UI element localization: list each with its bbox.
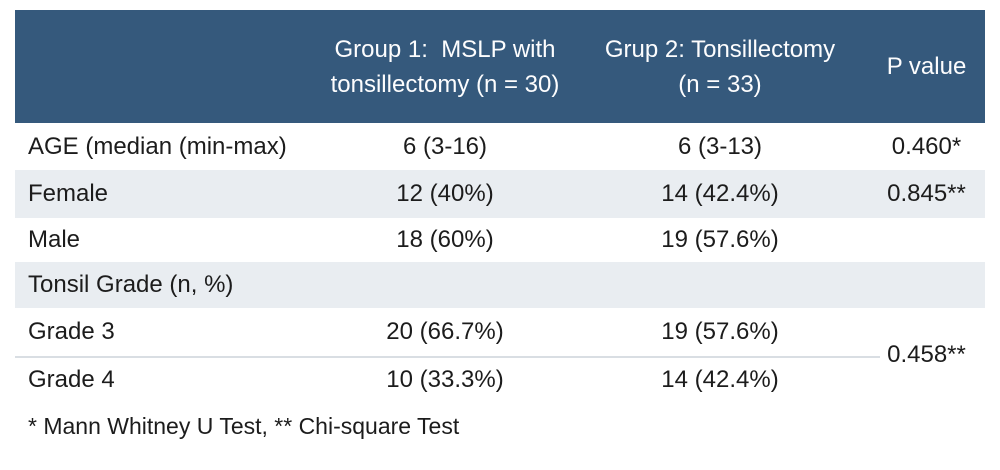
row-label: Female bbox=[15, 170, 330, 218]
table-row-female: Female 12 (40%) 14 (42.4%) 0.845** bbox=[15, 170, 985, 218]
header-group2: Grup 2: Tonsillectomy (n = 33) bbox=[560, 10, 880, 123]
group2-value: 14 (42.4%) bbox=[560, 170, 880, 218]
group2-value: 14 (42.4%) bbox=[560, 356, 880, 402]
group2-value: 19 (57.6%) bbox=[560, 218, 880, 262]
p-value-merged: 0.458** bbox=[880, 308, 985, 402]
header-pvalue: P value bbox=[880, 10, 985, 123]
row-label: Grade 3 bbox=[15, 308, 330, 357]
group1-value: 10 (33.3%) bbox=[330, 356, 560, 402]
header-empty-cell bbox=[15, 10, 330, 123]
p-value: 0.845** bbox=[880, 170, 985, 218]
p-value bbox=[880, 218, 985, 262]
table-body: AGE (median (min-max) 6 (3-16) 6 (3-13) … bbox=[15, 123, 985, 402]
group1-value: 18 (60%) bbox=[330, 218, 560, 262]
group1-value: 6 (3-16) bbox=[330, 123, 560, 170]
results-table-container: Group 1: MSLP with tonsillectomy (n = 30… bbox=[15, 10, 985, 402]
p-value: 0.460* bbox=[880, 123, 985, 170]
table-row-tonsil-grade: Tonsil Grade (n, %) bbox=[15, 262, 985, 308]
results-table: Group 1: MSLP with tonsillectomy (n = 30… bbox=[15, 10, 985, 402]
table-header: Group 1: MSLP with tonsillectomy (n = 30… bbox=[15, 10, 985, 123]
table-row-male: Male 18 (60%) 19 (57.6%) bbox=[15, 218, 985, 262]
row-label: AGE (median (min-max) bbox=[15, 123, 330, 170]
group2-value: 6 (3-13) bbox=[560, 123, 880, 170]
row-label: Grade 4 bbox=[15, 356, 330, 402]
section-label: Tonsil Grade (n, %) bbox=[15, 262, 985, 308]
table-row-age: AGE (median (min-max) 6 (3-16) 6 (3-13) … bbox=[15, 123, 985, 170]
header-group1: Group 1: MSLP with tonsillectomy (n = 30… bbox=[330, 10, 560, 123]
row-label: Male bbox=[15, 218, 330, 262]
table-footnote: * Mann Whitney U Test, ** Chi-square Tes… bbox=[28, 413, 460, 439]
header-row: Group 1: MSLP with tonsillectomy (n = 30… bbox=[15, 10, 985, 123]
group1-value: 12 (40%) bbox=[330, 170, 560, 218]
table-row-grade4: Grade 4 10 (33.3%) 14 (42.4%) bbox=[15, 356, 985, 402]
table-row-grade3: Grade 3 20 (66.7%) 19 (57.6%) 0.458** bbox=[15, 308, 985, 402]
group1-value: 20 (66.7%) bbox=[330, 308, 560, 357]
group2-value: 19 (57.6%) bbox=[560, 308, 880, 357]
